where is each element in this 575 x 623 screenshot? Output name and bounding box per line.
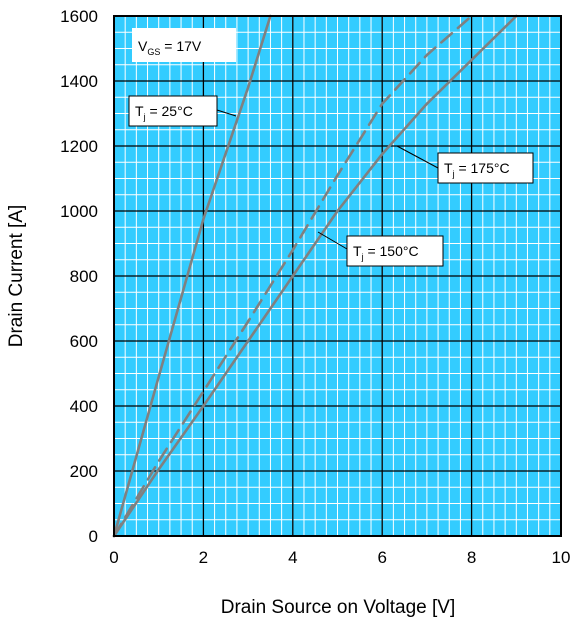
y-tick-label: 800 [70,267,98,286]
series-line-2 [112,14,518,538]
leader-line-175c [396,145,439,169]
x-tick-label: 2 [199,548,208,567]
label-150c-rest: = 150°C [364,243,419,259]
label-box-175c [437,152,534,184]
leader-line-25c [216,109,237,117]
y-tick-label: 0 [89,527,98,546]
x-axis-label: Drain Source on Voltage [V] [221,597,455,618]
label-175c-rest: = 175°C [455,160,510,176]
y-tick-label: 400 [70,397,98,416]
label-150c-sub: j [361,252,364,262]
series-line-1 [112,14,473,538]
label-25c-sub: j [143,112,146,122]
vgs-label-sub: GS [147,47,160,57]
y-tick-label: 1200 [60,137,98,156]
x-tick-label: 10 [552,548,571,567]
series-label-25c: Tj = 25°C [128,95,237,127]
y-tick-labels: 0 200 400 600 800 1000 1200 1400 1600 [60,7,98,546]
vgs-label-box [132,28,236,62]
label-175c-sub: j [452,169,455,179]
series-label-175c: Tj = 175°C [396,145,534,184]
series-line-0 [112,14,272,538]
label-150c-main: T [353,243,362,259]
y-tick-label: 1000 [60,202,98,221]
label-25c-rest: = 25°C [146,103,193,119]
svg-text:Tj = 25°C: Tj = 25°C [135,103,193,122]
series-label-150c: Tj = 150°C [317,231,444,267]
x-tick-label: 0 [109,548,118,567]
vgs-condition-label: VGS = 17V [132,28,236,62]
series-lines [112,14,518,538]
leader-line-150c [317,231,348,250]
x-tick-label: 8 [467,548,476,567]
label-175c-main: T [444,160,453,176]
label-25c-main: T [135,103,144,119]
y-axis-label: Drain Current [A] [6,205,27,348]
y-tick-label: 1400 [60,72,98,91]
svg-text:Tj = 150°C: Tj = 150°C [353,243,419,262]
x-tick-labels: 0 2 4 6 8 10 [109,548,570,567]
svg-text:Tj = 175°C: Tj = 175°C [444,160,510,179]
x-tick-label: 4 [288,548,297,567]
svg-text:VGS = 17V: VGS = 17V [138,38,202,57]
label-box-25c [128,95,218,127]
y-tick-label: 600 [70,332,98,351]
y-tick-label: 1600 [60,7,98,26]
plot-frame [113,15,562,537]
y-tick-label: 200 [70,462,98,481]
label-box-150c [346,235,444,267]
vgs-label-main: V [138,38,148,54]
x-tick-label: 6 [377,548,386,567]
vgs-label-rest: = 17V [160,38,202,54]
